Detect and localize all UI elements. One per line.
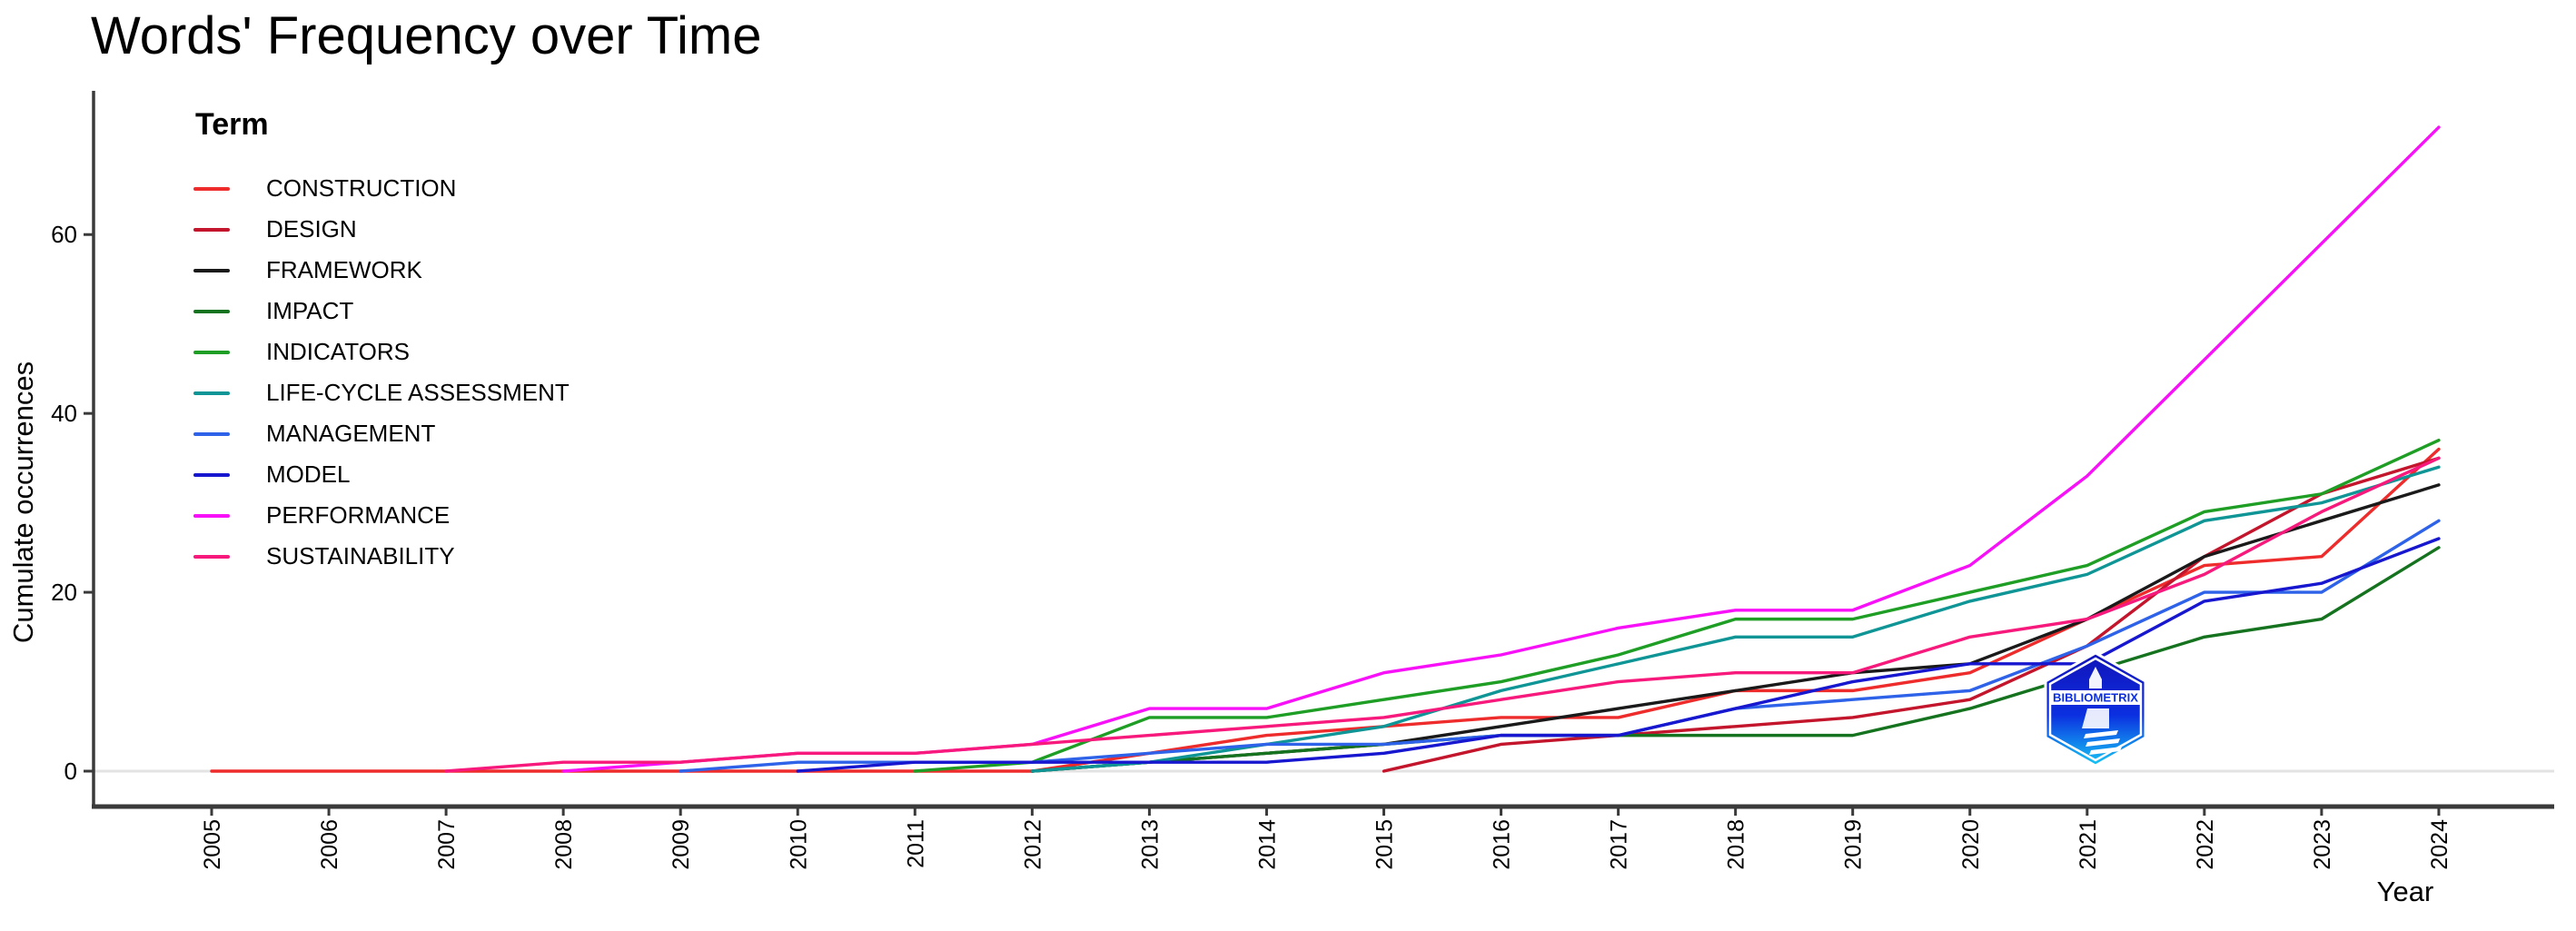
y-tick-label: 60 (51, 221, 77, 248)
legend-swatch (193, 309, 230, 313)
legend-swatch (193, 513, 230, 518)
x-axis-title: Year (2377, 876, 2434, 907)
x-tick-label: 2009 (669, 819, 694, 870)
legend-item-management: MANAGEMENT (186, 413, 570, 454)
y-tick-label: 20 (51, 579, 77, 606)
logo-band (2051, 690, 2140, 705)
y-tick-label: 40 (51, 400, 77, 427)
legend-item-model: MODEL (186, 454, 570, 495)
x-tick-label: 2005 (200, 819, 225, 870)
x-tick-label: 2006 (317, 819, 342, 870)
legend-rows: CONSTRUCTION DESIGN FRAMEWORK IMPACT INDICAT… (186, 168, 570, 577)
legend-label: PERFORMANCE (266, 501, 451, 529)
logo-page-icon (2082, 708, 2109, 728)
legend-item-design: DESIGN (186, 209, 570, 250)
chart-legend: Term CONSTRUCTION DESIGN FRAMEWORK IMPACT IN… (186, 107, 570, 577)
x-tick-label: 2012 (1020, 819, 1045, 870)
x-tick-label: 2013 (1137, 819, 1163, 870)
legend-label: FRAMEWORK (266, 256, 422, 283)
legend-item-life-cycle-assessment: LIFE-CYCLE ASSESSMENT (186, 372, 570, 413)
x-tick-label: 2014 (1254, 819, 1280, 870)
logo-stripes-icon (2084, 730, 2122, 755)
x-tick-label: 2022 (2193, 819, 2218, 870)
x-tick-label: 2015 (1372, 819, 1398, 870)
x-tick-label: 2008 (551, 819, 577, 870)
legend-item-performance: PERFORMANCE (186, 495, 570, 536)
legend-item-impact: IMPACT (186, 291, 570, 332)
x-tick-label: 2011 (903, 819, 928, 868)
x-tick-label: 2007 (434, 819, 460, 870)
y-axis-title: Cumulate occurrences (7, 362, 39, 643)
legend-label: MODEL (266, 461, 351, 488)
logo-hexagon-inner (2048, 657, 2143, 762)
series-line-indicators (913, 438, 2441, 773)
legend-swatch (193, 472, 230, 477)
legend-item-framework: FRAMEWORK (186, 250, 570, 291)
x-tick-label: 2019 (1841, 819, 1867, 870)
series-line-performance (561, 125, 2441, 773)
legend-swatch (193, 227, 230, 232)
legend-item-indicators: INDICATORS (186, 332, 570, 372)
legend-label: LIFE-CYCLE ASSESSMENT (266, 379, 570, 406)
legend-swatch (193, 268, 230, 272)
x-tick-label: 2018 (1724, 819, 1749, 870)
legend-label: MANAGEMENT (266, 420, 436, 447)
x-tick-label: 2021 (2076, 819, 2101, 870)
chart-title: Words' Frequency over Time (91, 6, 762, 65)
series-line-model (796, 537, 2441, 773)
legend-label: DESIGN (266, 215, 357, 243)
legend-item-sustainability: SUSTAINABILITY (186, 536, 570, 577)
legend-swatch (193, 186, 230, 191)
legend-label: SUSTAINABILITY (266, 542, 455, 569)
legend-title: Term (195, 107, 269, 142)
x-tick-label: 2016 (1490, 819, 1515, 870)
x-tick-label: 2010 (786, 819, 811, 870)
logo-rocket-icon (2089, 667, 2102, 688)
legend-swatch (193, 554, 230, 559)
x-tick-label: 2023 (2310, 819, 2335, 870)
x-tick-label: 2020 (1958, 819, 1984, 870)
series-line-sustainability (444, 456, 2441, 773)
series-line-impact (1030, 546, 2441, 773)
legend-swatch (193, 391, 230, 395)
legend-swatch (193, 431, 230, 436)
legend-label: INDICATORS (266, 338, 410, 365)
y-tick-label: 0 (64, 758, 77, 785)
legend-label: CONSTRUCTION (266, 174, 457, 202)
x-tick-label: 2017 (1607, 819, 1632, 870)
legend-swatch (193, 350, 230, 354)
legend-label: IMPACT (266, 297, 354, 324)
x-tick-label: 2024 (2427, 819, 2452, 870)
series-line-design (1382, 456, 2441, 773)
logo-wordmark: BIBLIOMETRIX (2053, 692, 2139, 705)
bibliometrix-logo: BIBLIOMETRIX (2044, 652, 2147, 767)
legend-item-construction: CONSTRUCTION (186, 168, 570, 209)
